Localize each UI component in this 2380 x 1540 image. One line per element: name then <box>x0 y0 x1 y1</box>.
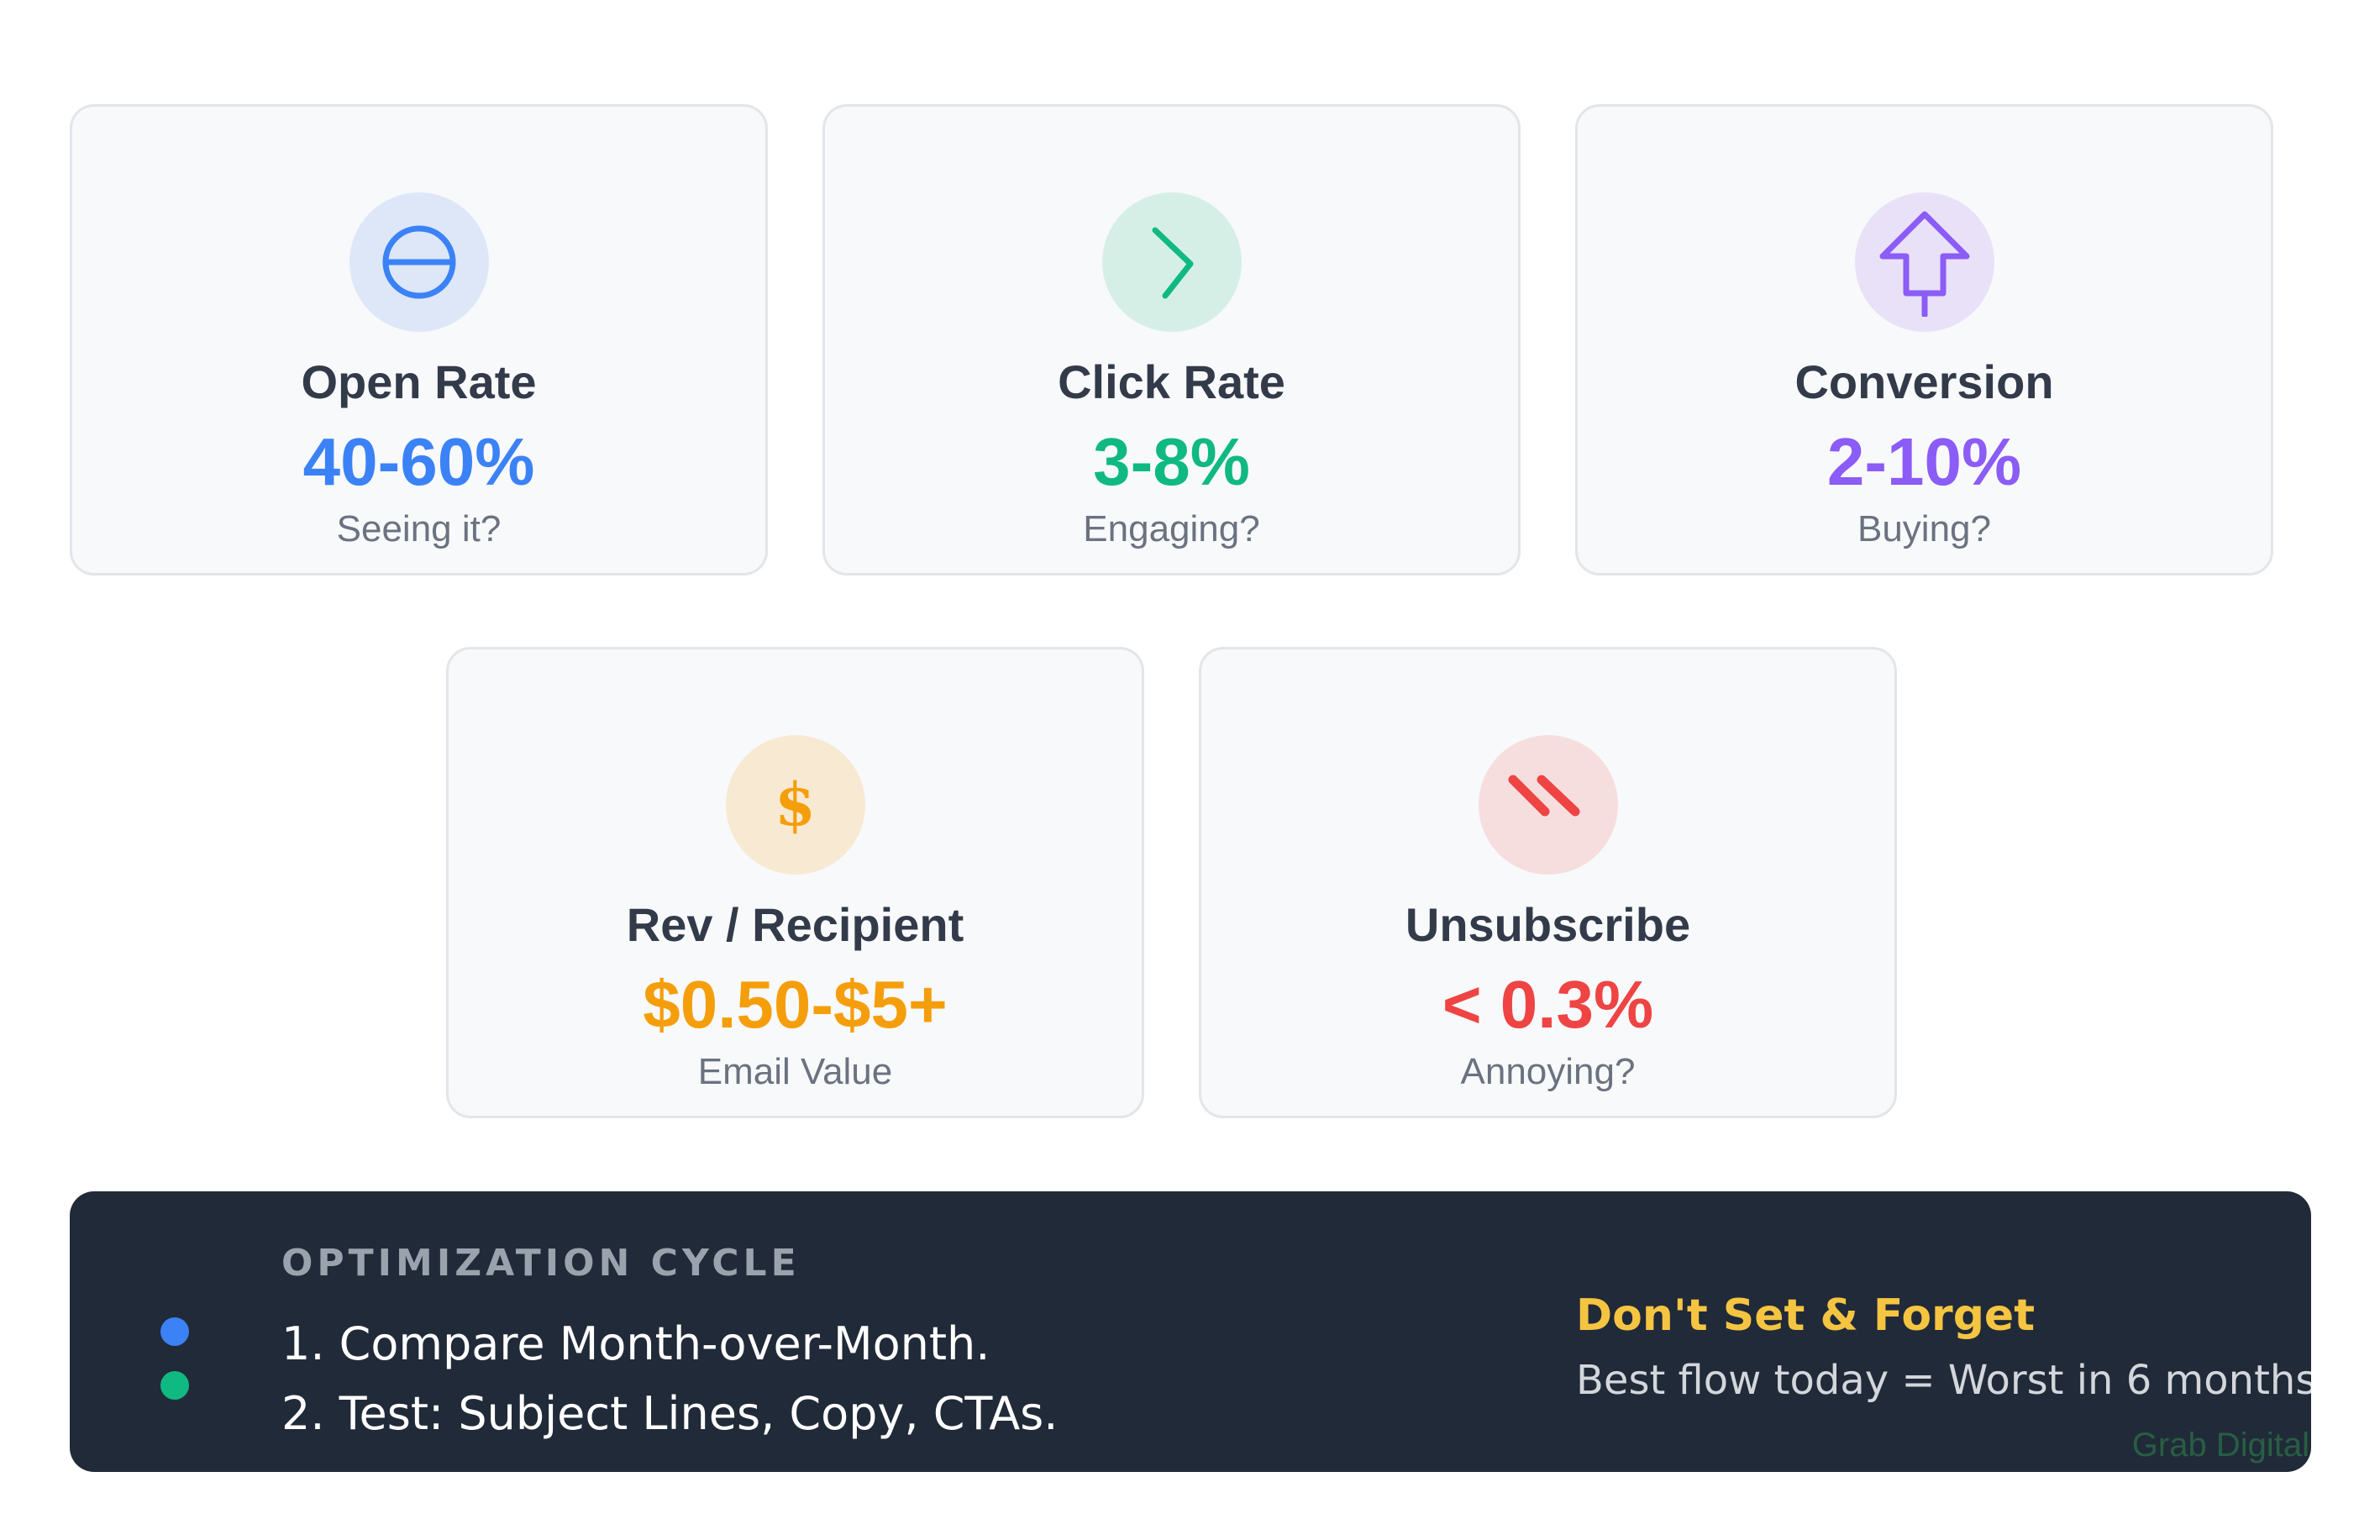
watermark-logo: Grab Digital <box>2131 1427 2309 1464</box>
optimization-panel: OPTIMIZATION CYCLE 1. Compare Month-over… <box>70 1191 2311 1472</box>
metric-subtitle: Email Value <box>697 1051 893 1092</box>
tip-text: Best flow today = Worst in 6 months with <box>1576 1357 2311 1404</box>
tip-heading: Don't Set & Forget <box>1576 1290 2036 1341</box>
metric-card-rev-per-recipient: $ Rev / Recipient $0.50-$5+ Email Value <box>446 647 1144 1118</box>
dollar-glyph: $ <box>775 770 816 839</box>
metric-card-conversion: Conversion 2-10% Buying? <box>1575 104 2273 576</box>
minus-circle-icon <box>349 192 489 332</box>
metric-card-open-rate: Open Rate 40-60% Seeing it? <box>70 104 768 576</box>
metric-subtitle: Annoying? <box>1460 1051 1636 1092</box>
metric-value: < 0.3% <box>1442 967 1654 1042</box>
metric-subtitle: Buying? <box>1857 508 1991 549</box>
metric-card-click-rate: Click Rate 3-8% Engaging? <box>822 104 1521 576</box>
slashes-icon <box>1478 735 1618 875</box>
metric-value: 3-8% <box>1093 424 1250 499</box>
cycle-step: 1. Compare Month-over-Month. <box>281 1317 990 1370</box>
metric-value: 40-60% <box>302 424 535 499</box>
bullet-dot-blue <box>160 1317 189 1346</box>
metric-subtitle: Engaging? <box>1083 508 1260 549</box>
metric-title: Click Rate <box>1058 355 1285 408</box>
metric-title: Rev / Recipient <box>626 898 964 951</box>
metric-card-unsubscribe: Unsubscribe < 0.3% Annoying? <box>1199 647 1897 1118</box>
metric-title: Open Rate <box>301 355 537 408</box>
arrow-up-icon <box>1854 192 1994 332</box>
metric-title: Conversion <box>1794 355 2054 408</box>
metric-value: 2-10% <box>1826 424 2022 499</box>
metric-value: $0.50-$5+ <box>643 967 948 1042</box>
dollar-icon: $ <box>725 735 865 875</box>
bullet-dot-green <box>160 1371 189 1400</box>
chevron-right-icon <box>1101 192 1242 332</box>
metric-subtitle: Seeing it? <box>336 508 502 549</box>
cycle-step: 2. Test: Subject Lines, Copy, CTAs. <box>281 1387 1059 1440</box>
metric-title: Unsubscribe <box>1405 898 1691 951</box>
cycle-heading: OPTIMIZATION CYCLE <box>281 1242 801 1285</box>
